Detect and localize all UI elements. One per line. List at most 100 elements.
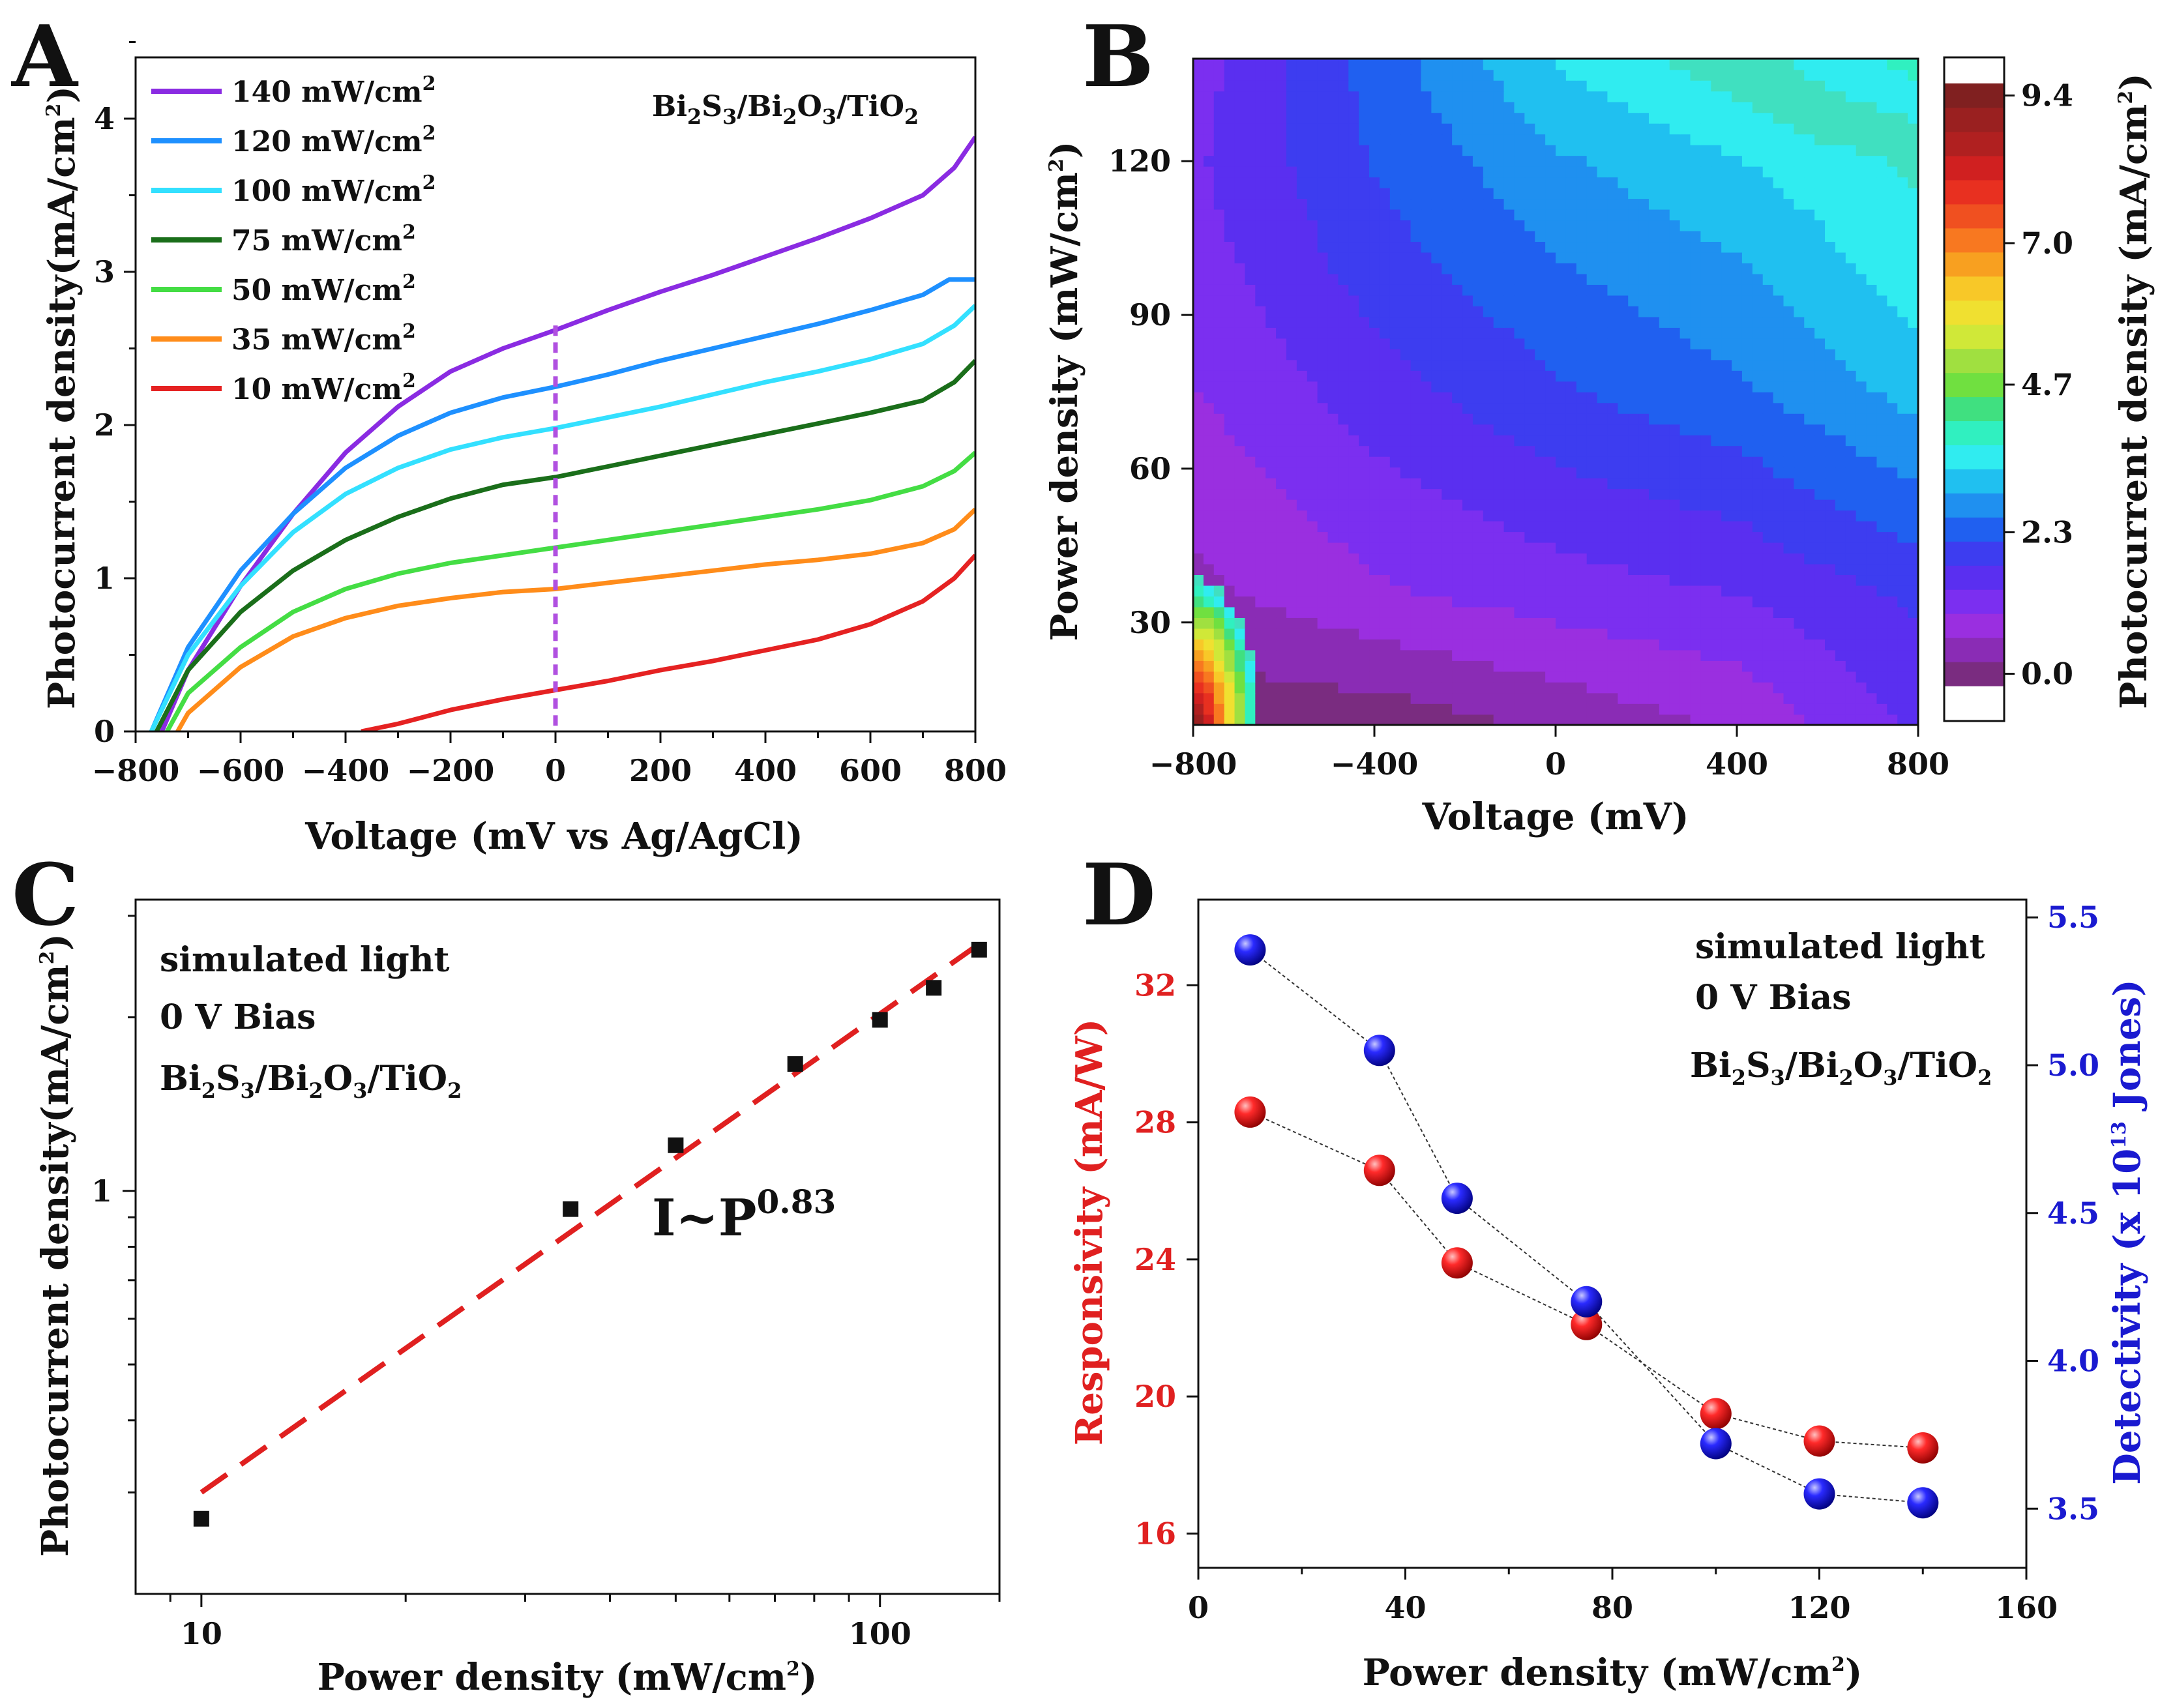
panel-b-cell [1556, 606, 1567, 618]
panel-b-cell [1483, 649, 1494, 661]
panel-a-x-tick-label: −800 [92, 753, 180, 788]
panel-b-cell [1732, 434, 1743, 447]
panel-b-cell [1586, 424, 1598, 435]
panel-b-cell [1659, 306, 1670, 317]
panel-b-cell [1317, 349, 1329, 361]
panel-b-cell [1514, 692, 1526, 704]
panel-b-cell [1348, 445, 1359, 457]
panel-b-cell [1897, 682, 1908, 694]
panel-b-cell [1897, 649, 1908, 661]
panel-b-cell [1338, 370, 1350, 382]
panel-b-cell [1348, 617, 1359, 629]
panel-b-cell [1648, 499, 1660, 511]
panel-b-cell [1234, 91, 1246, 102]
panel-b-cell [1514, 327, 1526, 339]
panel-b-cell [1379, 617, 1391, 629]
panel-b-cell [1876, 434, 1888, 447]
panel-b-cell [1732, 101, 1743, 113]
panel-b-cell [1866, 563, 1878, 576]
panel-b-cell [1679, 177, 1691, 188]
panel-b-cell [1524, 531, 1536, 543]
panel-b-cell [1307, 477, 1318, 490]
panel-b-cell [1234, 230, 1246, 243]
panel-b-cell [1503, 327, 1515, 339]
panel-a-series-line-2 [149, 304, 975, 731]
panel-b-cell [1348, 144, 1359, 156]
panel-b-cell [1732, 660, 1743, 672]
panel-b-cell [1524, 306, 1536, 317]
panel-b-cell [1762, 510, 1774, 522]
panel-b-cell [1887, 295, 1899, 306]
panel-b-cell [1203, 241, 1215, 253]
panel-b-cell [1638, 316, 1650, 328]
panel-b-cell [1794, 682, 1805, 694]
panel-b-cell [1389, 284, 1401, 296]
panel-b-cell [1565, 166, 1577, 178]
panel-b-cell [1669, 198, 1681, 210]
panel-b-cell [1193, 306, 1204, 317]
panel-b-cell [1276, 585, 1287, 596]
panel-b-cell [1483, 241, 1494, 253]
panel-a-plot-area [149, 136, 975, 731]
panel-b-cell [1876, 445, 1888, 457]
panel-b-cell [1400, 424, 1412, 435]
panel-b-cell [1389, 263, 1401, 274]
panel-b-cell [1514, 144, 1526, 156]
panel-b-cell [1732, 714, 1743, 725]
panel-b-cell [1752, 144, 1764, 156]
panel-b-cell [1514, 101, 1526, 113]
panel-b-cell [1856, 198, 1867, 210]
panel-b-cell [1410, 295, 1422, 306]
panel-b-cell [1804, 112, 1815, 124]
panel-a-series-line-3 [155, 359, 975, 731]
panel-b-cell [1556, 553, 1567, 565]
panel-b-cell [1224, 80, 1235, 92]
panel-b-cell [1628, 424, 1639, 435]
panel-b-cell [1245, 574, 1256, 586]
panel-b-cell [1369, 596, 1380, 608]
panel-b-cell [1276, 209, 1287, 221]
panel-b-cell [1752, 80, 1764, 92]
panel-b-cell [1762, 349, 1774, 361]
panel-b-cell [1835, 220, 1846, 231]
panel-label-b: B [1082, 7, 1154, 106]
panel-b-cell [1431, 402, 1443, 414]
panel-b-cell [1442, 306, 1453, 317]
panel-b-cell [1545, 553, 1556, 565]
panel-b-cell [1265, 177, 1277, 188]
panel-b-cell [1794, 91, 1805, 102]
panel-b-cell [1431, 209, 1443, 221]
panel-b-cell [1265, 596, 1277, 608]
panel-b-cell [1327, 596, 1339, 608]
panel-b-cell [1556, 220, 1567, 231]
panel-b-cell [1752, 370, 1764, 382]
panel-b-cell [1410, 209, 1422, 221]
panel-b-cell [1493, 263, 1505, 274]
panel-b-cell [1535, 467, 1546, 479]
panel-b-cell [1524, 434, 1536, 447]
panel-b-cell [1908, 617, 1918, 629]
panel-b-cell [1213, 488, 1225, 500]
panel-b-cell [1514, 477, 1526, 490]
panel-b-cell [1421, 467, 1432, 479]
panel-b-cell [1462, 284, 1473, 296]
panel-b-cell [1814, 252, 1826, 263]
panel-b-cell [1638, 112, 1650, 124]
panel-b-cell [1794, 155, 1805, 167]
panel-b-cell [1897, 177, 1908, 188]
panel-b-cell [1711, 553, 1722, 565]
panel-b-cell [1659, 477, 1670, 490]
panel-b-cell [1535, 510, 1546, 522]
panel-b-cell [1835, 91, 1846, 102]
panel-b-cell [1690, 467, 1702, 479]
panel-b-cell [1193, 263, 1204, 274]
panel-b-cell [1638, 187, 1650, 199]
panel-b-cell [1255, 80, 1266, 92]
panel-b-cell [1856, 585, 1867, 596]
panel-b-cell [1400, 91, 1412, 102]
panel-b-cell [1607, 510, 1619, 522]
panel-b-cell [1783, 703, 1795, 715]
panel-b-cell [1296, 553, 1308, 565]
panel-b-cell [1794, 101, 1805, 113]
panel-b-cell [1389, 531, 1401, 543]
